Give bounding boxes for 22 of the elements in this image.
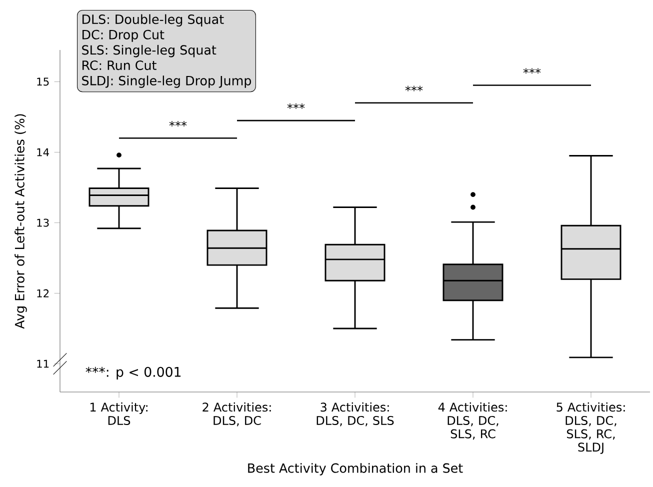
y-tick-label: 12 (37, 289, 49, 298)
x-tick-label: 2 Activities: DLS, DC (202, 402, 271, 426)
y-axis-title: Avg Error of Left-out Activities (%) (14, 114, 27, 329)
x-axis-title: Best Activity Combination in a Set (248, 463, 463, 476)
x-tick-label: 1 Activity: DLS (90, 402, 148, 426)
annotation: *** (287, 103, 305, 109)
y-tick-label: 11 (37, 360, 49, 368)
x-tick-label: 3 Activities: DLS, DC, SLS (316, 402, 394, 426)
text: DC: Drop Cut (82, 30, 164, 42)
y-tick-label: 14 (37, 148, 50, 156)
x-tick-label: 4 Activities: DLS, DC, SLS, RC (438, 402, 507, 440)
annotation: ***: p < 0.001 (86, 366, 181, 380)
text: DLS: Double-leg Squat (82, 14, 224, 27)
x-tick-label: 5 Activities: DLS, DC, SLS, RC, SLDJ (556, 402, 625, 454)
annotation: *** (405, 86, 423, 92)
y-tick-label: 15 (37, 78, 49, 86)
annotation: *** (169, 121, 187, 126)
y-tick-label: 13 (37, 218, 49, 227)
annotation: SLDJ: Single-leg Drop Jump (82, 76, 252, 88)
annotation: *** (523, 68, 541, 74)
annotation: SLS: Single-leg Squat (82, 44, 216, 58)
annotation: RC: Run Cut (82, 60, 156, 70)
